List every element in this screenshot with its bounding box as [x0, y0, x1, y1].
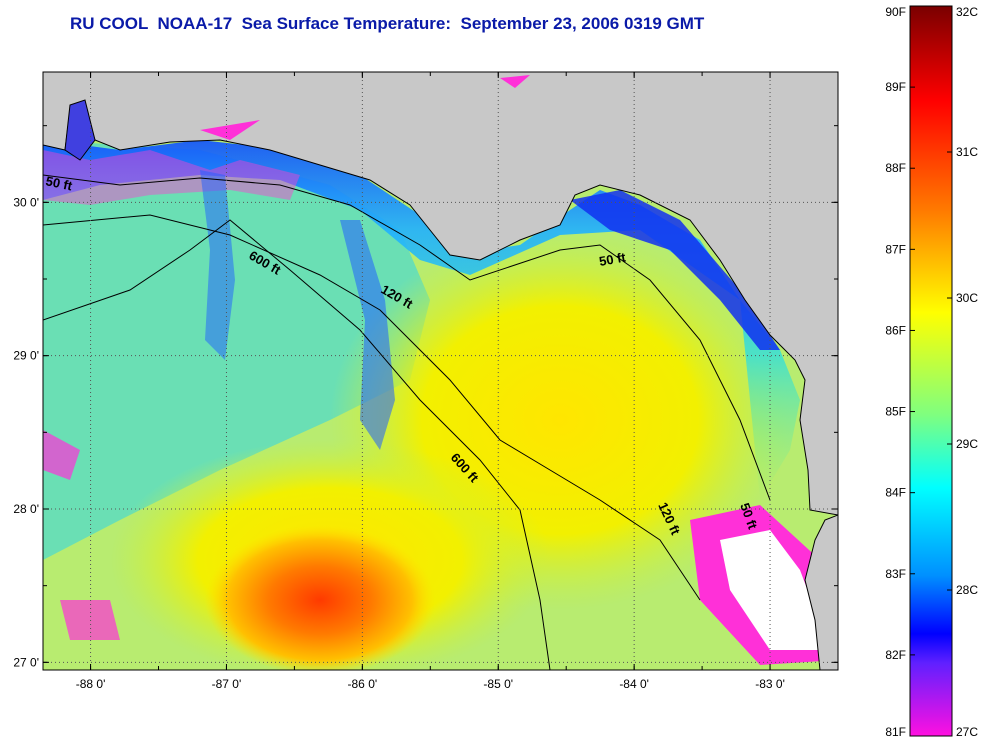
colorbar-f-label: 88F — [885, 161, 906, 175]
colorbar-f-label: 83F — [885, 567, 906, 581]
contour-120ft — [43, 214, 701, 601]
x-tick-label: -83 0' — [755, 677, 785, 691]
map-area — [43, 72, 838, 670]
cloud-flag — [43, 150, 300, 205]
inland-flag-north — [500, 75, 530, 88]
colorbar-c-label: 30C — [956, 291, 978, 305]
cool-water-zone — [43, 140, 430, 560]
y-tick-label: 30 0' — [13, 195, 39, 209]
cold-coastal-water — [570, 190, 780, 350]
colorbar-c-label: 27C — [956, 725, 978, 739]
map-frame — [42, 71, 839, 671]
land-southeast — [804, 514, 838, 670]
contour-600ft — [43, 219, 551, 670]
y-tick-label: 29 0' — [13, 349, 39, 363]
x-tick-label: -84 0' — [619, 677, 649, 691]
land-mass — [43, 72, 838, 516]
x-tick-label: -86 0' — [348, 677, 378, 691]
map-title: RU COOL NOAA-17 Sea Surface Temperature:… — [70, 14, 705, 33]
contour-label: 50 ft — [44, 173, 74, 193]
contour-50ft — [43, 174, 771, 501]
colorbar: 90F 89F 88F 87F 86F 85F 84F 83F 82F 81F 32C 31C 30C… — [885, 5, 978, 739]
colorbar-f-label: 86F — [885, 323, 906, 337]
mobile-bay — [64, 99, 96, 161]
colorbar-f-label: 82F — [885, 648, 906, 662]
colorbar-c-label: 29C — [956, 437, 978, 451]
colorbar-gradient — [909, 5, 953, 737]
colorbar-c-label: 31C — [956, 145, 978, 159]
cool-filament — [340, 220, 395, 450]
y-tick-label: 28 0' — [13, 502, 39, 516]
colorbar-fahrenheit-labels: 90F 89F 88F 87F 86F 85F 84F 83F 82F 81F — [885, 5, 915, 739]
colorbar-f-label: 84F — [885, 486, 906, 500]
x-tick-label: -85 0' — [483, 677, 513, 691]
colorbar-c-label: 28C — [956, 583, 978, 597]
inland-flag — [200, 120, 260, 140]
colorbar-f-label: 87F — [885, 242, 906, 256]
warm-core-eddy — [205, 525, 435, 670]
cloud-flag-w — [43, 430, 80, 480]
map-axes: -88 0' -87 0' -86 0' -85 0' -84 0' -83 0' 30 0… — [13, 72, 839, 691]
colorbar-f-label: 85F — [885, 405, 906, 419]
cloud-flag-sw — [60, 600, 120, 640]
contour-label: 50 ft — [598, 249, 628, 269]
colorbar-f-label: 81F — [885, 725, 906, 739]
colorbar-f-label: 89F — [885, 80, 906, 94]
x-tick-label: -88 0' — [76, 677, 106, 691]
y-tick-label: 27 0' — [13, 655, 39, 669]
cloud-white-se — [720, 530, 830, 650]
x-tick-label: -87 0' — [212, 677, 242, 691]
colorbar-celsius-labels: 32C 31C 30C 29C 28C 27C — [947, 5, 978, 739]
colorbar-c-label: 32C — [956, 5, 978, 19]
colorbar-f-label: 90F — [885, 5, 906, 19]
lat-lon-grid — [43, 72, 838, 670]
